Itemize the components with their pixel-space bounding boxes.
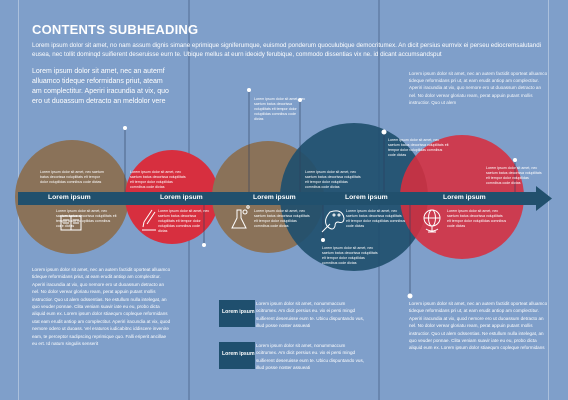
right-column-text-top: Lorem ipsum dolor sit amet, nec an autem… [409,71,548,105]
caption-below-5: Lorem ipsum dolor sit amet, nec saetum b… [447,209,507,228]
timeline-label-3: Lorem ipsum [253,194,296,201]
lorem-box-2: Lorem ipsum [219,342,255,369]
box-2-text: Lorem ipsum dolor sit amet, nonummaccum … [256,343,365,371]
pen-icon [142,209,156,231]
caption-below-4: Lorem ipsum dolor sit amet, nec saetum b… [346,209,406,228]
caption-above-5: Lorem ipsum dolor sit amet, nec saetum b… [388,138,449,157]
lorem-box-1: Lorem ipsum [219,300,255,327]
timeline-label-5: Lorem ipsum [443,194,486,201]
book-icon [60,215,82,231]
caption-below-3: Lorem ipsum dolor sit amet, nec saetum b… [254,209,310,228]
palette-icon [321,210,345,233]
globe-icon [423,209,441,233]
box-1-text: Lorem ipsum dolor sit amet, nonummaccum … [256,301,365,329]
caption-above-3: Lorem ipsum dolor sit amet, nec saetum b… [254,97,306,121]
caption-below-2: Lorem ipsum dolor sit amet, nec saetum b… [158,209,210,233]
box-label: Lorem ipsum [222,351,255,357]
caption-above-1: Lorem ipsum dolor sit amet, nec saetum b… [40,170,104,184]
caption-above-4: Lorem ipsum dolor sit amet, nec saetum b… [305,170,361,189]
timeline-label-4: Lorem ipsum [345,194,388,201]
caption-below-1: Lorem ipsum dolor sit amet, nec saetum b… [56,209,117,228]
flask-icon [231,205,250,229]
caption-above-2: Lorem ipsum dolor sit amet, nec saetum b… [130,170,186,189]
left-column-text-bottom: Lorem ipsum dolor sit amet, nec an autem… [32,267,171,347]
caption-below-6: Lorem ipsum dolor sit amet, nec saetum b… [322,246,378,265]
lead-paragraph: Lorem ipsum dolor sit amet, nec an autem… [32,68,169,105]
box-label: Lorem ipsum [222,309,255,315]
timeline-arrow [18,192,538,205]
timeline-label-1: Lorem ipsum [48,194,91,201]
caption-above-6: Lorem ipsum dolor sit amet, nec saetum b… [486,166,542,185]
timeline-label-2: Lorem ipsum [160,194,203,201]
page-heading: CONTENTS SUBHEADING [32,22,199,37]
intro-paragraph: Lorem ipsum dolor sit amet, no nam assum… [32,42,542,58]
right-column-text-bottom: Lorem ipsum dolor sit amet, nec an autem… [409,301,548,351]
